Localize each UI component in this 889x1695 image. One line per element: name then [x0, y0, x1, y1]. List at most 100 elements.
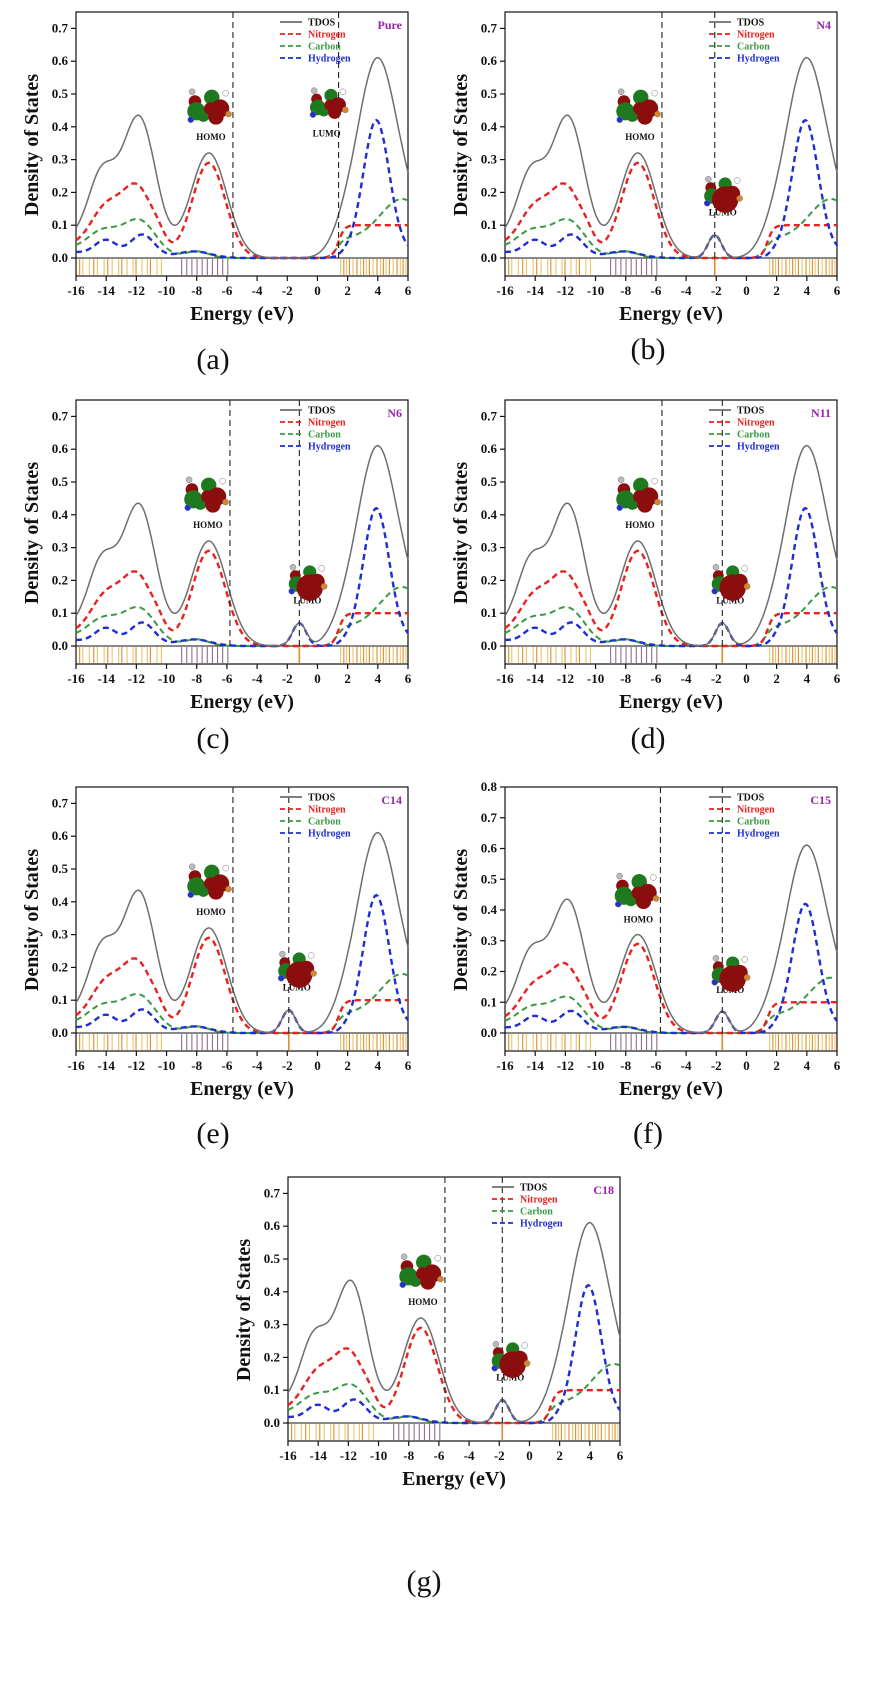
x-tick-label: -2	[711, 671, 722, 686]
series-tdos	[75, 56, 409, 259]
x-tick-label: 6	[617, 1448, 624, 1463]
y-tick-label: 0.1	[481, 605, 497, 620]
x-tick-label: -14	[527, 671, 545, 686]
x-tick-label: -10	[370, 1448, 387, 1463]
x-tick-label: -10	[587, 1058, 604, 1073]
series-nitrogen	[75, 936, 408, 1035]
panel-e: 0.0 0.1 0.2 0.3 0.4 0.5 0.6 0.7 -16 -14 -12 -10 -8 -6…	[0, 775, 430, 1160]
x-tick-label: 4	[587, 1448, 594, 1463]
orbital-lobe	[204, 877, 217, 890]
orbital-atom	[437, 1275, 444, 1283]
x-tick-label: -6	[650, 283, 661, 298]
legend-label-hydrogen: Hydrogen	[737, 829, 780, 840]
x-tick-label: 0	[743, 283, 750, 298]
x-tick-label: -8	[191, 283, 202, 298]
x-tick-label: 2	[344, 283, 351, 298]
x-tick-label: -10	[158, 283, 175, 298]
x-tick-label: -12	[340, 1448, 357, 1463]
orbital-atom	[651, 477, 658, 485]
homo-orbital-icon	[184, 476, 229, 513]
orbital-atom	[616, 872, 623, 880]
x-axis-title: Energy (eV)	[619, 303, 723, 325]
caption-c: (c)	[196, 722, 230, 755]
y-tick-label: 0.2	[264, 1349, 280, 1364]
x-tick-label: -8	[191, 1058, 202, 1073]
orbital-lobe	[399, 1267, 418, 1286]
caption-d: (d)	[630, 722, 666, 755]
orbital-atom	[307, 952, 315, 959]
orbital-lobe	[204, 102, 217, 115]
orbital-atom	[614, 900, 622, 908]
x-axis-title: Energy (eV)	[190, 691, 294, 713]
caption-f: (f)	[633, 1117, 663, 1150]
series-hydrogen	[504, 118, 838, 260]
x-tick-label: -16	[496, 671, 514, 686]
x-tick-label: 2	[344, 1058, 351, 1073]
x-tick-label: 6	[834, 1058, 841, 1073]
series-hydrogen	[505, 902, 838, 1035]
y-tick-label: 0.3	[52, 927, 69, 942]
y-tick-label: 0.5	[52, 861, 69, 876]
legend-label-hydrogen: Hydrogen	[520, 1219, 563, 1230]
series-carbon	[504, 197, 838, 259]
x-tick-label: 4	[804, 671, 811, 686]
orbital-lobe	[616, 490, 635, 509]
orbital-atom	[741, 565, 748, 572]
x-tick-label: 4	[804, 283, 811, 298]
y-tick-label: 0.6	[481, 441, 498, 456]
orbital-atom	[339, 88, 347, 96]
legend-label-tdos: TDOS	[737, 18, 765, 29]
homo-label: HOMO	[624, 914, 654, 924]
y-axis-title: Density of States	[233, 1239, 255, 1381]
panel-d: 0.0 0.1 0.2 0.3 0.4 0.5 0.6 0.7 -16 -14 -12 -10 -8 -6…	[429, 388, 859, 773]
panel-tag: Pure	[378, 18, 403, 32]
legend-label-carbon: Carbon	[520, 1207, 553, 1218]
orbital-lobe	[296, 574, 323, 601]
orbital-atom	[711, 587, 718, 595]
x-tick-label: 4	[804, 1058, 811, 1073]
chart-f: 0.0 0.1 0.2 0.3 0.4 0.5 0.6 0.7 0.8 -16 -14 -12 -10 -…	[450, 779, 841, 1100]
x-tick-label: -2	[282, 283, 293, 298]
x-tick-label: 4	[375, 283, 382, 298]
homo-label: HOMO	[625, 132, 655, 142]
x-tick-label: 2	[773, 283, 780, 298]
x-tick-label: -12	[557, 671, 574, 686]
x-tick-label: -2	[711, 283, 722, 298]
caption-e: (e)	[196, 1117, 230, 1150]
orbital-atom	[289, 563, 297, 571]
y-tick-label: 0.5	[52, 474, 69, 489]
plot-frame	[287, 1176, 621, 1442]
orbital-lobe	[184, 490, 203, 509]
panel-f: 0.0 0.1 0.2 0.3 0.4 0.5 0.6 0.7 0.8 -16 -14 -12 -10 -…	[429, 775, 859, 1160]
legend-label-carbon: Carbon	[308, 817, 341, 828]
legend-label-tdos: TDOS	[520, 1183, 548, 1194]
y-tick-label: 0.1	[481, 217, 497, 232]
panel-b: 0.0 0.1 0.2 0.3 0.4 0.5 0.6 0.7 -16 -14 -12 -10 -8 -6…	[429, 0, 859, 385]
legend-label-carbon: Carbon	[737, 42, 770, 53]
legend-label-hydrogen: Hydrogen	[737, 442, 780, 453]
series-tdos	[504, 56, 838, 258]
homo-label: HOMO	[196, 907, 226, 917]
orbital-atom	[310, 970, 317, 977]
y-tick-label: 0.5	[481, 86, 498, 101]
y-tick-label: 0.1	[264, 1382, 280, 1397]
y-tick-label: 0.2	[52, 184, 68, 199]
series-nitrogen	[75, 549, 408, 648]
orbital-atom	[743, 583, 751, 590]
panel-tag: N6	[387, 406, 402, 420]
orbital-atom	[219, 477, 226, 485]
series-carbon	[75, 585, 409, 647]
y-tick-label: 0.7	[52, 408, 69, 423]
orbital-lobe	[633, 490, 646, 503]
homo-label: HOMO	[408, 1297, 438, 1307]
legend-label-carbon: Carbon	[737, 817, 770, 828]
homo-orbital-icon	[616, 88, 661, 125]
y-tick-label: 0.4	[264, 1284, 281, 1299]
y-axis-title: Density of States	[450, 849, 472, 991]
x-tick-label: -4	[681, 1058, 692, 1073]
x-tick-label: -6	[221, 1058, 232, 1073]
legend-label-tdos: TDOS	[308, 18, 336, 29]
homo-orbital-icon	[616, 476, 661, 513]
orbital-atom	[400, 1253, 408, 1260]
orbital-atom	[712, 955, 720, 962]
